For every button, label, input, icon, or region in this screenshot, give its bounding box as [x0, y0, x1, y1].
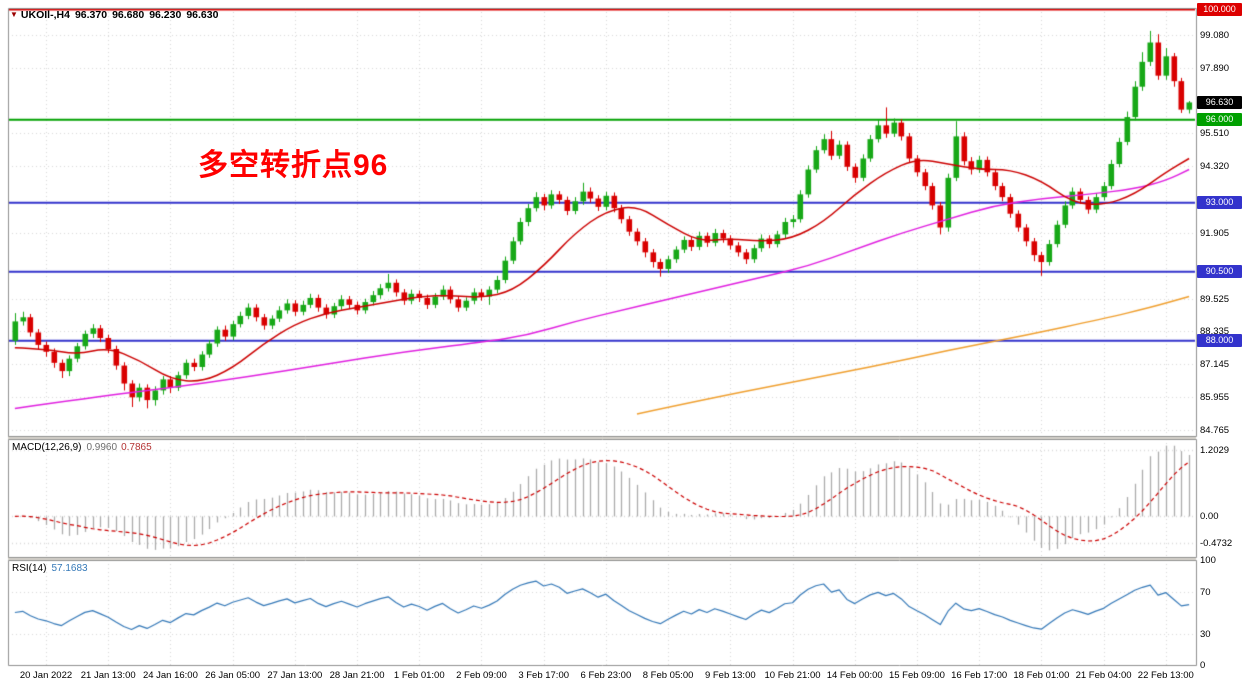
- price-level-badge: 93.000: [1197, 196, 1242, 210]
- rsi-value: 57.1683: [51, 563, 88, 574]
- time-axis-label: 21 Feb 04:00: [1075, 670, 1132, 681]
- time-axis-label: 14 Feb 00:00: [826, 670, 883, 681]
- rsi-name: RSI(14): [12, 563, 47, 574]
- time-axis-label: 27 Jan 13:00: [267, 670, 323, 681]
- macd-axis-tick: 0.00: [1200, 511, 1219, 523]
- chart-annotation-text[interactable]: 多空转折点96: [198, 149, 389, 182]
- time-axis[interactable]: 20 Jan 2022 21 Jan 13:00 24 Jan 16:00 26 Ja…: [8, 665, 1196, 693]
- price-axis-tick: 85.955: [1200, 392, 1230, 404]
- time-axis-label: 9 Feb 13:00: [704, 670, 756, 681]
- splitter-price-macd[interactable]: [8, 436, 1196, 439]
- price-axis-tick: 89.525: [1200, 293, 1230, 305]
- rsi-axis-tick: 100: [1200, 555, 1216, 566]
- macd-indicator-label: MACD(12,26,9) 0.9960 0.7865: [12, 442, 152, 453]
- price-axis-tick: 91.905: [1200, 227, 1230, 239]
- macd-signal-value: 0.7865: [121, 442, 152, 453]
- time-axis-label: 1 Feb 01:00: [393, 670, 445, 681]
- price-axis-tick: 88.335: [1200, 326, 1230, 338]
- rsi-indicator-label: RSI(14) 57.1683: [12, 563, 88, 574]
- quote-high: 96.680: [112, 9, 145, 21]
- rsi-axis-tick: 0: [1200, 660, 1206, 671]
- price-axis-tick: 95.510: [1200, 128, 1230, 140]
- time-axis-label: 3 Feb 17:00: [518, 670, 570, 681]
- time-axis-label: 8 Feb 05:00: [642, 670, 694, 681]
- time-axis-label: 22 Feb 13:00: [1137, 670, 1194, 681]
- macd-name: MACD(12,26,9): [12, 442, 82, 453]
- symbol-header: ▼ UKOIl-,H4 96.370 96.680 96.230 96.630: [10, 9, 218, 21]
- quote-close: 96.630: [186, 9, 219, 21]
- time-axis-label: 16 Feb 17:00: [951, 670, 1008, 681]
- time-axis-label: 6 Feb 23:00: [580, 670, 632, 681]
- price-axis-tick: 87.145: [1200, 359, 1230, 371]
- splitter-macd-rsi[interactable]: [8, 557, 1196, 560]
- time-axis-label: 24 Jan 16:00: [142, 670, 198, 681]
- quote-low: 96.230: [149, 9, 182, 21]
- price-level-badge: 90.500: [1197, 265, 1242, 279]
- price-level-badge: 100.000: [1197, 2, 1242, 16]
- price-axis[interactable]: 99.080 97.890 95.510 94.320 91.905 89.525 88.3…: [1196, 0, 1244, 671]
- quote-open: 96.370: [74, 9, 108, 21]
- macd-axis-tick: 1.2029: [1200, 444, 1230, 456]
- current-price-badge: 96.630: [1197, 95, 1242, 109]
- time-axis-label: 2 Feb 09:00: [456, 670, 507, 681]
- price-level-badge: 96.000: [1197, 113, 1242, 127]
- symbol-label: UKOIl-,H4: [20, 9, 70, 21]
- macd-axis-tick: -0.4732: [1200, 537, 1233, 549]
- time-axis-label: 21 Jan 13:00: [80, 670, 136, 681]
- rsi-axis-tick: 30: [1200, 628, 1211, 640]
- price-axis-tick: 94.320: [1200, 161, 1230, 173]
- rsi-axis-tick: 70: [1200, 586, 1211, 598]
- time-axis-label: 10 Feb 21:00: [764, 670, 821, 681]
- macd-main-value: 0.9960: [86, 442, 118, 453]
- time-axis-label: 28 Jan 21:00: [329, 670, 385, 681]
- price-axis-tick: 99.080: [1200, 29, 1230, 41]
- price-axis-tick: 84.765: [1200, 425, 1230, 437]
- price-level-badge: 88.000: [1197, 334, 1242, 348]
- time-axis-label: 18 Feb 01:00: [1013, 670, 1070, 681]
- time-axis-label: 20 Jan 2022: [19, 670, 73, 681]
- price-axis-tick: 97.890: [1200, 62, 1230, 74]
- time-axis-label: 15 Feb 09:00: [888, 670, 945, 681]
- time-axis-label: 26 Jan 05:00: [205, 670, 261, 681]
- chart-menu-icon[interactable]: ▼: [10, 10, 18, 19]
